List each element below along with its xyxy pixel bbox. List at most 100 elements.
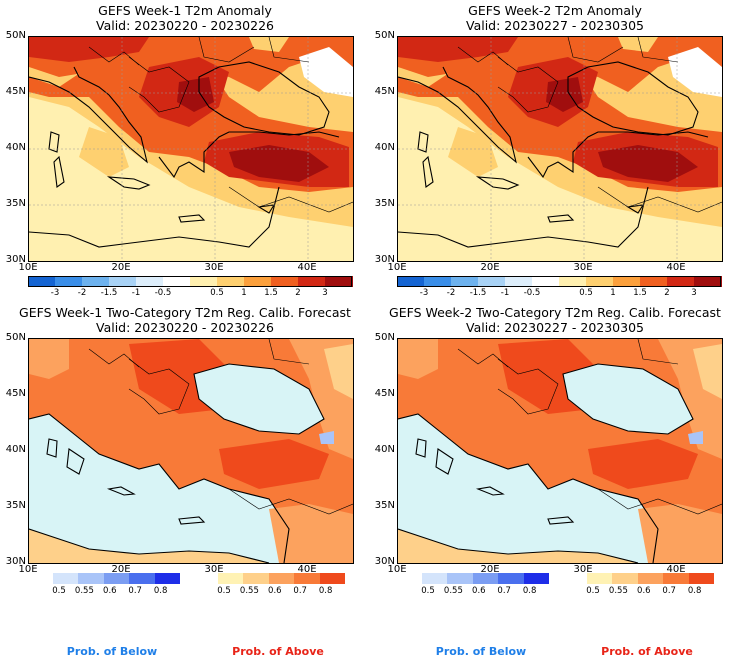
colorbar-tick-label: 0.8 [153,586,168,596]
colorbar-tick-label: 0.5 [210,288,224,298]
lat-label-30n: 30N [374,254,395,265]
colorbar-tick-label: 3 [691,288,697,298]
colorbar-swatch [154,573,181,584]
colorbar-swatch [559,276,587,287]
colorbar-swatch [78,573,105,584]
panel-valid-dates: Valid: 20230220 - 20230226 [95,320,274,335]
colorbar-swatch [319,573,346,584]
colorbar-swatch [163,276,191,287]
map-week1-probability [28,338,354,564]
colorbar-swatch [505,276,533,287]
lat-label-35n: 35N [5,500,26,511]
probability-map-graphic [398,339,722,563]
colorbar-swatch [268,573,295,584]
map-week2-anomaly [397,36,723,262]
lat-label-35n: 35N [374,198,395,209]
prob-above-label: Prob. of Above [601,645,693,658]
lat-label-35n: 35N [5,198,26,209]
colorbar-swatch [523,573,550,584]
colorbar-swatch [53,573,79,584]
colorbar-tick-label: 3 [322,288,328,298]
colorbar-swatch [694,276,722,287]
colorbar-tick-label: -1.5 [469,288,487,298]
colorbar-swatch [129,573,156,584]
colorbar-swatch [298,276,326,287]
colorbar-swatch [218,573,244,584]
colorbar-tick-label: 0.8 [522,586,537,596]
lon-label-30e: 30E [573,564,593,575]
colorbar-tick-label: 0.7 [497,586,511,596]
colorbar-swatch [663,573,690,584]
above-colorbar-week2: 0.5 0.55 0.6 0.7 0.8 [586,573,715,597]
colorbar-swatch [28,276,56,287]
colorbar-swatch [587,573,613,584]
lon-label-40e: 40E [666,262,686,273]
lat-label-30n: 30N [5,254,26,265]
colorbar-tick-label: -3 [50,288,60,298]
lon-label-40e: 40E [666,564,686,575]
colorbar-tick-label: 0.5 [421,586,435,596]
prob-below-label: Prob. of Below [66,645,158,658]
lat-label-45n: 45N [5,86,26,97]
lat-label-45n: 45N [374,86,395,97]
colorbar-swatch [294,573,321,584]
lat-label-50n: 50N [374,30,395,41]
colorbar-tick-label: 0.6 [103,586,117,596]
panel-valid-dates: Valid: 20230227 - 20230305 [465,320,644,335]
colorbar-outline [28,276,352,287]
lat-label-50n: 50N [374,332,395,343]
colorbar-tick-label: 0.5 [579,288,593,298]
colorbar-swatch [612,573,639,584]
colorbar-swatch [271,276,299,287]
lat-label-40n: 40N [374,444,395,455]
lon-label-30e: 30E [204,564,224,575]
colorbar-tick-label: 0.7 [293,586,307,596]
panel-valid-dates: Valid: 20230227 - 20230305 [465,18,644,33]
colorbar-swatch [136,276,164,287]
anomaly-colorbar-week1: -3 -2 -1.5 -1 -0.5 0.5 1 1.5 2 3 [28,276,353,300]
colorbar-tick-label: -1 [500,288,510,298]
colorbar-tick-label: -1 [131,288,141,298]
colorbar-tick-label: 0.5 [52,586,66,596]
colorbar-tick-label: 1.5 [264,288,278,298]
lon-label-10e: 10E [18,564,38,575]
lat-label-45n: 45N [374,388,395,399]
colorbar-tick-label: 2 [295,288,301,298]
panel-title: GEFS Week-1 Two-Category T2m Reg. Calib.… [19,305,351,320]
colorbar-tick-label: 1 [610,288,616,298]
colorbar-swatch [447,573,474,584]
colorbar-outline [397,276,721,287]
anomaly-colorbar-week2: -3 -2 -1.5 -1 -0.5 0.5 1 1.5 2 3 [397,276,722,300]
panel-title: GEFS Week-2 Two-Category T2m Reg. Calib.… [389,305,721,320]
colorbar-tick-label: -2 [446,288,456,298]
lon-label-10e: 10E [387,564,407,575]
colorbar-swatch [532,276,560,287]
lon-label-10e: 10E [387,262,407,273]
colorbar-tick-label: 0.6 [637,586,651,596]
lat-label-30n: 30N [5,556,26,567]
lat-label-40n: 40N [5,142,26,153]
colorbar-tick-label: 0.6 [472,586,486,596]
colorbar-swatch [478,276,506,287]
colorbar-tick-label: 0.55 [74,586,94,596]
below-colorbar-week2: 0.5 0.55 0.6 0.7 0.8 [421,573,550,597]
lon-label-20e: 20E [480,262,500,273]
colorbar-tick-label: 0.8 [318,586,333,596]
prob-above-label: Prob. of Above [232,645,324,658]
colorbar-tick-label: 0.8 [687,586,702,596]
colorbar-tick-label: 0.55 [443,586,463,596]
lon-label-30e: 30E [204,262,224,273]
lat-label-50n: 50N [5,30,26,41]
colorbar-tick-label: -1.5 [100,288,118,298]
colorbar-tick-label: -3 [419,288,429,298]
colorbar-tick-label: 0.7 [128,586,142,596]
panel-title: GEFS Week-2 T2m Anomaly [468,3,642,18]
colorbar-tick-label: 0.6 [268,586,282,596]
prob-below-label: Prob. of Below [435,645,527,658]
colorbar-tick-label: 0.55 [239,586,259,596]
colorbar-swatch [422,573,448,584]
colorbar-tick-label: 1 [241,288,247,298]
colorbar-tick-label: -2 [77,288,87,298]
colorbar-swatch [667,276,695,287]
anomaly-map-graphic [398,37,722,261]
